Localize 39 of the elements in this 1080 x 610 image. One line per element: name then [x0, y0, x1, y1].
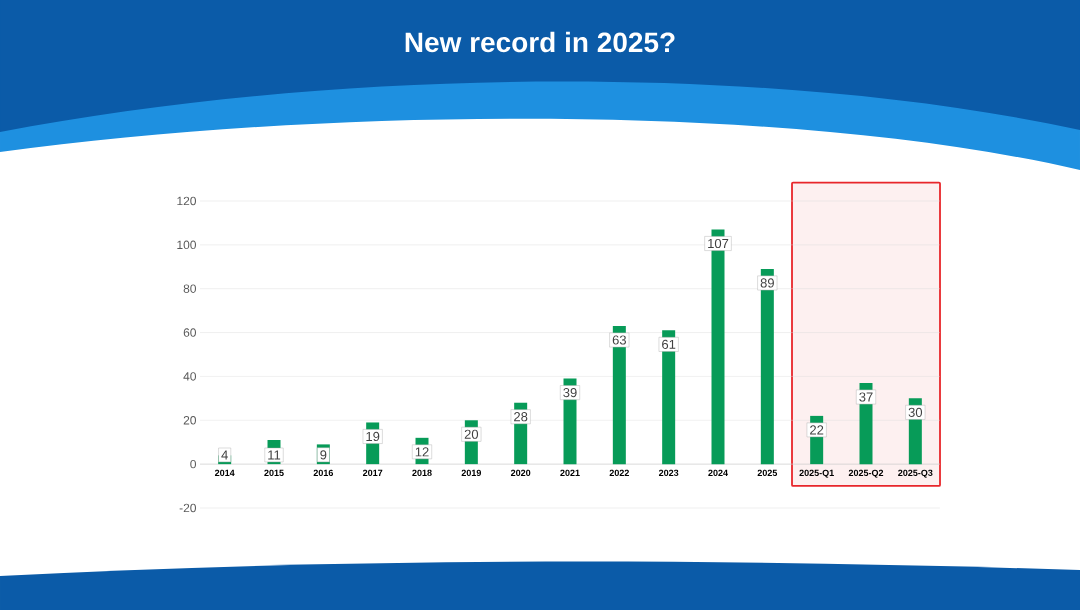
x-tick-label: 2016	[313, 469, 334, 477]
x-tick-label: 2017	[362, 469, 383, 477]
data-label: 12	[415, 447, 429, 457]
y-tick-label: 120	[177, 196, 197, 206]
data-label: 89	[760, 278, 774, 288]
data-label: 63	[612, 335, 626, 345]
data-label: 37	[859, 392, 873, 402]
x-tick-label: 2025-Q1	[799, 469, 834, 478]
x-tick-label: 2020	[510, 469, 531, 477]
data-label: 61	[662, 339, 676, 349]
x-tick-label: 2019	[461, 469, 482, 477]
data-label: 22	[810, 425, 824, 435]
y-tick-label: 20	[183, 416, 197, 425]
x-tick-label: 2023	[658, 469, 679, 477]
y-tick-label: 40	[183, 372, 197, 381]
x-tick-label: 2022	[609, 469, 629, 477]
data-label: 107	[708, 238, 729, 249]
x-tick-label: 2025-Q2	[848, 469, 884, 478]
chart-title: New record in 2025?	[405, 31, 675, 53]
x-tick-label: 2014	[214, 469, 235, 477]
data-label: 19	[366, 431, 380, 442]
x-tick-label: 2021	[560, 469, 580, 477]
data-label: 4	[221, 450, 228, 460]
x-tick-label: 2025	[757, 469, 778, 477]
y-tick-label: 0	[190, 459, 197, 469]
data-label: 20	[464, 429, 479, 439]
data-label: 9	[320, 450, 327, 460]
data-label: 11	[268, 450, 281, 460]
x-tick-label: 2018	[412, 469, 432, 477]
x-tick-label: 2024	[708, 469, 728, 477]
data-label: 28	[514, 412, 528, 422]
x-tick-label: 2025-Q3	[898, 469, 933, 478]
data-label: 39	[563, 388, 577, 398]
y-tick-label: 60	[183, 328, 197, 337]
data-label: 30	[908, 407, 923, 417]
y-tick-label: 100	[177, 240, 197, 250]
y-tick-label: 80	[183, 284, 197, 293]
x-tick-label: 2015	[264, 469, 284, 477]
y-tick-label: -20	[179, 503, 197, 513]
